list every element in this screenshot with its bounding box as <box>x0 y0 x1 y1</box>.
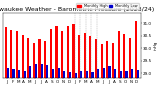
Bar <box>106 41 108 78</box>
Bar <box>33 43 35 78</box>
Y-axis label: inHg: inHg <box>153 41 157 50</box>
Bar <box>58 68 60 78</box>
Bar <box>5 27 7 78</box>
Bar <box>123 34 125 78</box>
Bar <box>12 69 15 78</box>
Bar <box>103 68 105 78</box>
Bar <box>86 71 88 78</box>
Bar <box>35 64 37 78</box>
Bar <box>55 26 58 78</box>
Bar <box>84 33 86 78</box>
Bar <box>27 38 29 78</box>
Bar <box>101 44 103 78</box>
Bar <box>16 31 18 78</box>
Bar <box>61 31 63 78</box>
Bar <box>18 70 20 78</box>
Bar <box>114 69 116 78</box>
Bar <box>50 29 52 78</box>
Bar <box>75 73 77 78</box>
Bar <box>112 43 114 78</box>
Bar <box>63 71 65 78</box>
Bar <box>24 71 26 78</box>
Bar <box>44 41 46 78</box>
Legend: Monthly High, Monthly Low: Monthly High, Monthly Low <box>76 3 139 9</box>
Bar <box>67 26 69 78</box>
Title: Milwaukee Weather - Barometric Pressure (2023/24): Milwaukee Weather - Barometric Pressure … <box>0 7 154 12</box>
Bar <box>80 71 82 78</box>
Bar <box>92 72 94 78</box>
Bar <box>22 35 24 78</box>
Bar <box>129 38 131 78</box>
Bar <box>137 70 139 78</box>
Bar <box>135 21 137 78</box>
Bar <box>131 69 133 78</box>
Bar <box>95 39 97 78</box>
Bar <box>118 31 120 78</box>
Bar <box>39 39 41 78</box>
Bar <box>89 36 92 78</box>
Bar <box>29 66 32 78</box>
Bar <box>41 64 43 78</box>
Bar <box>7 68 9 78</box>
Bar <box>69 72 71 78</box>
Bar <box>125 71 128 78</box>
Bar <box>120 71 122 78</box>
Bar <box>97 69 99 78</box>
Bar <box>10 30 12 78</box>
Bar <box>72 24 75 78</box>
Bar <box>46 65 48 78</box>
Bar <box>108 66 111 78</box>
Bar <box>52 69 54 78</box>
Bar <box>78 35 80 78</box>
